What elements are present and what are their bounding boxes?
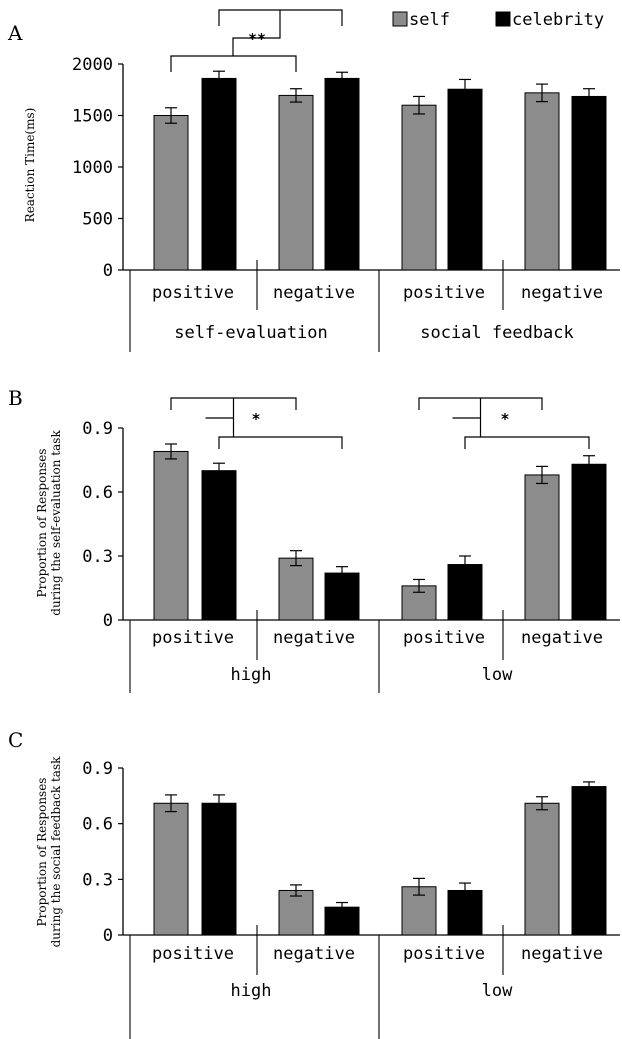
bar-self (524, 802, 560, 936)
bar-celebrity (571, 463, 607, 621)
significance-label: ** (248, 30, 266, 48)
significance-label: * (500, 410, 509, 428)
bar-celebrity (447, 564, 483, 621)
y-tick-label: 0 (103, 611, 113, 631)
group-label: high (231, 981, 272, 1001)
panel-letter: A (7, 21, 23, 45)
panel-letter: C (8, 728, 23, 752)
bar-celebrity (447, 88, 483, 271)
bar-self (401, 585, 437, 621)
y-tick-label: 0.6 (82, 815, 113, 835)
y-tick-label: 0.9 (82, 759, 113, 779)
bracket-line (464, 436, 590, 449)
bracket-line (232, 10, 281, 56)
panel-a: A Reaction Time(ms) 0 500 1000 1500 2000 positi… (7, 9, 620, 352)
y-tick-label: 0 (103, 926, 113, 946)
bar-celebrity (201, 802, 237, 936)
y-axis-label-line: Proportion of Responses (35, 449, 49, 598)
bar-celebrity (201, 470, 237, 621)
significance-label: * (251, 410, 260, 428)
legend-swatch-self (392, 11, 408, 27)
bar-self (278, 557, 314, 621)
y-axis-label: Reaction Time(ms) (23, 108, 37, 223)
y-axis-label-line: during the self-evaluation task (49, 430, 63, 616)
group-label: high (231, 665, 272, 685)
bar-self (278, 889, 314, 936)
bar-celebrity (324, 77, 360, 271)
significance-bracket: * (418, 397, 590, 449)
group-label: low (482, 665, 513, 685)
group-label: low (482, 981, 513, 1001)
legend-label-self: self (409, 10, 450, 30)
y-tick-label: 2000 (72, 55, 113, 75)
y-tick-label: 0.3 (82, 870, 113, 890)
group-label: social feedback (420, 323, 574, 343)
legend: self celebrity (392, 10, 604, 30)
category-label: positive (152, 944, 234, 964)
y-tick-label: 0.6 (82, 483, 113, 503)
category-label: positive (403, 944, 485, 964)
panels: A Reaction Time(ms) 0 500 1000 1500 2000 positi… (7, 9, 620, 1039)
bar-celebrity (201, 77, 237, 271)
bar-celebrity (571, 95, 607, 271)
legend-swatch-celebrity (495, 11, 511, 27)
panel-letter: B (8, 386, 23, 410)
bar-celebrity (324, 572, 360, 621)
y-axis-label: Proportion of Responsesduring the self-e… (35, 430, 63, 616)
category-label: positive (152, 283, 234, 303)
bar-self (524, 474, 560, 621)
bar-self (278, 94, 314, 271)
y-axis-label-line: during the social feedback task (49, 756, 63, 948)
category-label: negative (521, 944, 603, 964)
legend-label-celebrity: celebrity (512, 10, 604, 30)
y-axis-label-line: Proportion of Responses (35, 778, 49, 927)
bracket-line (218, 436, 343, 449)
bar-self (401, 104, 437, 271)
bracket-line (170, 55, 297, 72)
bar-self (153, 115, 189, 271)
y-axis-label: Proportion of Responsesduring the social… (35, 756, 63, 948)
bar-self (524, 92, 560, 271)
panel-b: B Proportion of Responsesduring the self-… (8, 386, 620, 693)
group-label: self-evaluation (174, 323, 328, 343)
category-label: negative (273, 628, 355, 648)
bracket-line (205, 398, 235, 437)
significance-bracket: ** (170, 9, 343, 72)
y-tick-label: 1000 (72, 158, 113, 178)
y-tick-label: 0.3 (82, 547, 113, 567)
y-tick-label: 500 (82, 210, 113, 230)
bar-self (153, 450, 189, 621)
category-label: positive (152, 628, 234, 648)
category-label: positive (403, 283, 485, 303)
category-label: negative (521, 628, 603, 648)
y-tick-label: 0 (103, 261, 113, 281)
category-label: negative (521, 283, 603, 303)
panel-c: C Proportion of Responsesduring the socia… (8, 728, 620, 1039)
significance-bracket: * (170, 397, 343, 449)
bracket-line (452, 398, 482, 437)
category-label: positive (403, 628, 485, 648)
category-label: negative (273, 283, 355, 303)
y-tick-label: 1500 (72, 107, 113, 127)
bar-celebrity (571, 786, 607, 936)
y-tick-label: 0.9 (82, 419, 113, 439)
category-label: negative (273, 944, 355, 964)
bar-self (153, 802, 189, 936)
